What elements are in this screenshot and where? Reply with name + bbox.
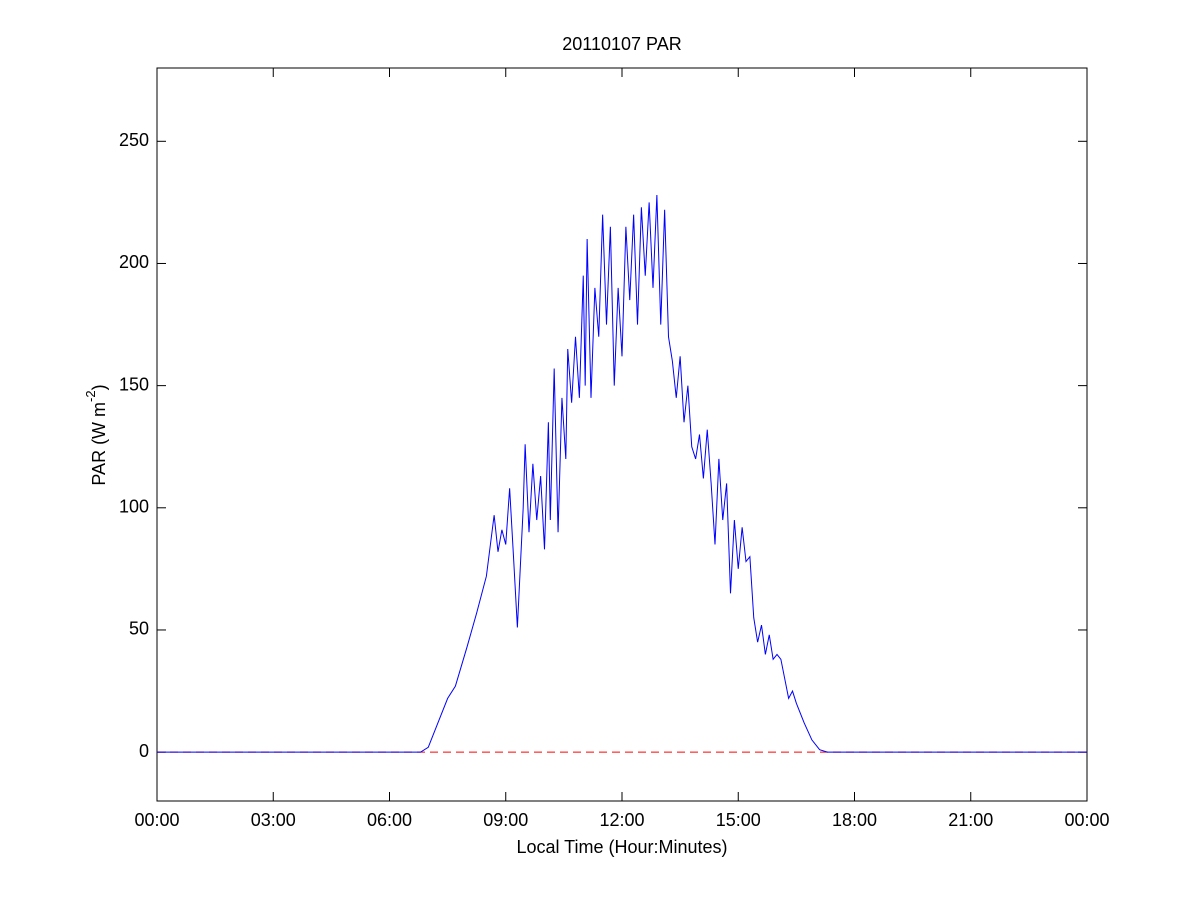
x-tick-label: 00:00 — [1064, 810, 1109, 830]
y-tick-label: 200 — [119, 252, 149, 272]
y-label-sup: -2 — [83, 390, 98, 402]
y-tick-label: 150 — [119, 374, 149, 394]
x-tick-label: 12:00 — [599, 810, 644, 830]
data-line — [157, 195, 1087, 753]
x-axis-label: Local Time (Hour:Minutes) — [516, 837, 727, 857]
x-tick-label: 00:00 — [134, 810, 179, 830]
y-label-end: ) — [89, 384, 109, 390]
y-label-text: PAR (W m — [89, 402, 109, 486]
y-tick-label: 50 — [129, 619, 149, 639]
x-tick-label: 03:00 — [251, 810, 296, 830]
x-tick-label: 21:00 — [948, 810, 993, 830]
y-tick-label: 250 — [119, 130, 149, 150]
y-axis-label: PAR (W m-2) — [83, 384, 108, 485]
x-tick-label: 09:00 — [483, 810, 528, 830]
x-tick-label: 18:00 — [832, 810, 877, 830]
x-tick-label: 15:00 — [716, 810, 761, 830]
y-tick-label: 100 — [119, 497, 149, 517]
y-tick-label: 0 — [139, 741, 149, 761]
x-tick-label: 06:00 — [367, 810, 412, 830]
chart-title: 20110107 PAR — [562, 34, 681, 54]
